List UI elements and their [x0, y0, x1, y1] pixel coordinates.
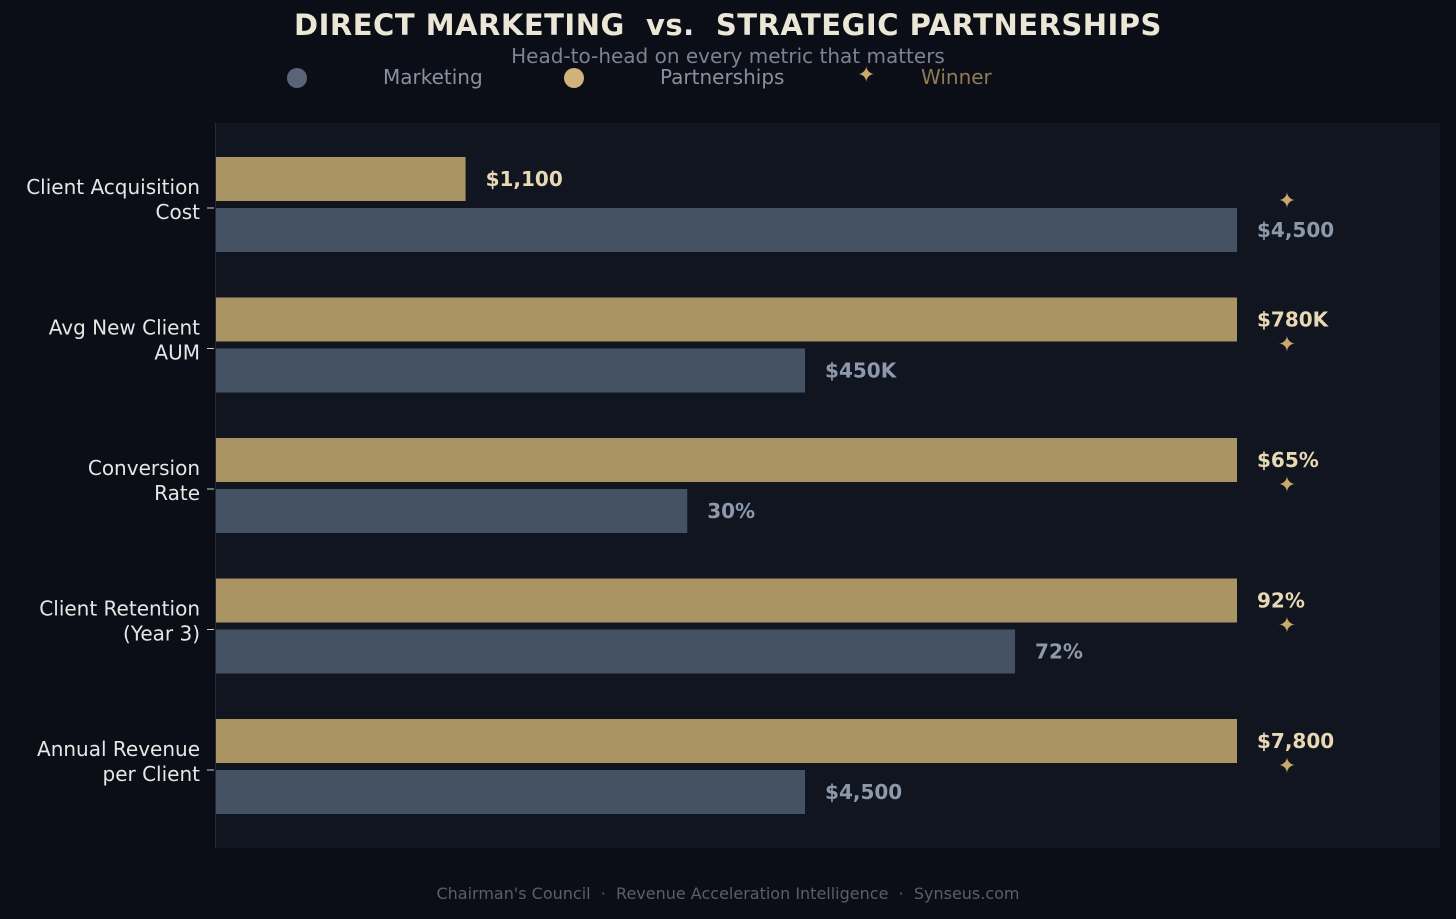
- legend-partnerships-label: Partnerships: [660, 65, 785, 89]
- chart-subtitle: Head-to-head on every metric that matter…: [511, 44, 945, 68]
- bar-partnerships: [216, 438, 1237, 482]
- category-label-line: Avg New Client: [49, 316, 200, 340]
- footer-credit: Chairman's Council · Revenue Acceleratio…: [436, 884, 1020, 903]
- bar-partnerships: [216, 719, 1237, 763]
- bar-marketing: [216, 770, 806, 814]
- value-label-partnerships: $1,100: [486, 167, 563, 191]
- value-label-partnerships: $780K: [1257, 308, 1330, 332]
- value-label-marketing: $4,500: [825, 780, 902, 804]
- category-label-line: Conversion: [88, 456, 200, 480]
- value-label-partnerships: 92%: [1257, 589, 1305, 613]
- value-label-marketing: $450K: [825, 359, 898, 383]
- winner-star-icon: ✦: [1278, 333, 1296, 358]
- category-label: Annual Revenue per Client: [37, 737, 200, 786]
- category-label: Avg New Client AUM: [49, 316, 200, 365]
- value-label-marketing: $4,500: [1257, 218, 1334, 242]
- bar-marketing: [216, 629, 1016, 674]
- winner-star-icon: ✦: [1278, 754, 1296, 779]
- legend-partnerships-marker: [564, 68, 584, 88]
- winner-star-icon: ✦: [1278, 473, 1296, 498]
- bar-partnerships: [216, 157, 466, 201]
- value-label-marketing: 72%: [1035, 640, 1083, 664]
- category-label-line: AUM: [154, 341, 200, 365]
- chart-title: DIRECT MARKETING vs. STRATEGIC PARTNERSH…: [294, 8, 1162, 42]
- legend-marketing-marker: [287, 68, 307, 88]
- bar-marketing: [216, 348, 806, 393]
- value-label-partnerships: $65%: [1257, 448, 1319, 472]
- category-label-line: Annual Revenue: [37, 737, 200, 761]
- legend: Marketing Partnerships ✦ Winner: [0, 62, 1456, 92]
- bar-partnerships: [216, 297, 1237, 342]
- value-label-partnerships: $7,800: [1257, 729, 1334, 753]
- category-label-line: per Client: [103, 762, 201, 786]
- legend-winner-label: Winner: [921, 65, 992, 89]
- category-label: Client Acquisition Cost: [26, 175, 200, 224]
- bar-marketing: [216, 208, 1237, 252]
- category-label-line: Rate: [154, 481, 200, 505]
- bar-partnerships: [216, 578, 1237, 623]
- legend-winner-star-icon: ✦: [857, 63, 876, 88]
- category-label-line: Client Acquisition: [26, 175, 200, 199]
- winner-star-icon: ✦: [1278, 614, 1296, 639]
- value-label-marketing: 30%: [707, 499, 755, 523]
- category-label-line: Client Retention: [39, 597, 200, 621]
- category-label: Conversion Rate: [88, 456, 200, 505]
- y-axis-line: [215, 123, 216, 848]
- category-label-line: (Year 3): [123, 622, 200, 646]
- legend-marketing-label: Marketing: [383, 65, 483, 89]
- bar-marketing: [216, 489, 688, 533]
- category-label: Client Retention (Year 3): [39, 597, 200, 646]
- winner-star-icon: ✦: [1278, 189, 1296, 214]
- category-label-line: Cost: [156, 200, 201, 224]
